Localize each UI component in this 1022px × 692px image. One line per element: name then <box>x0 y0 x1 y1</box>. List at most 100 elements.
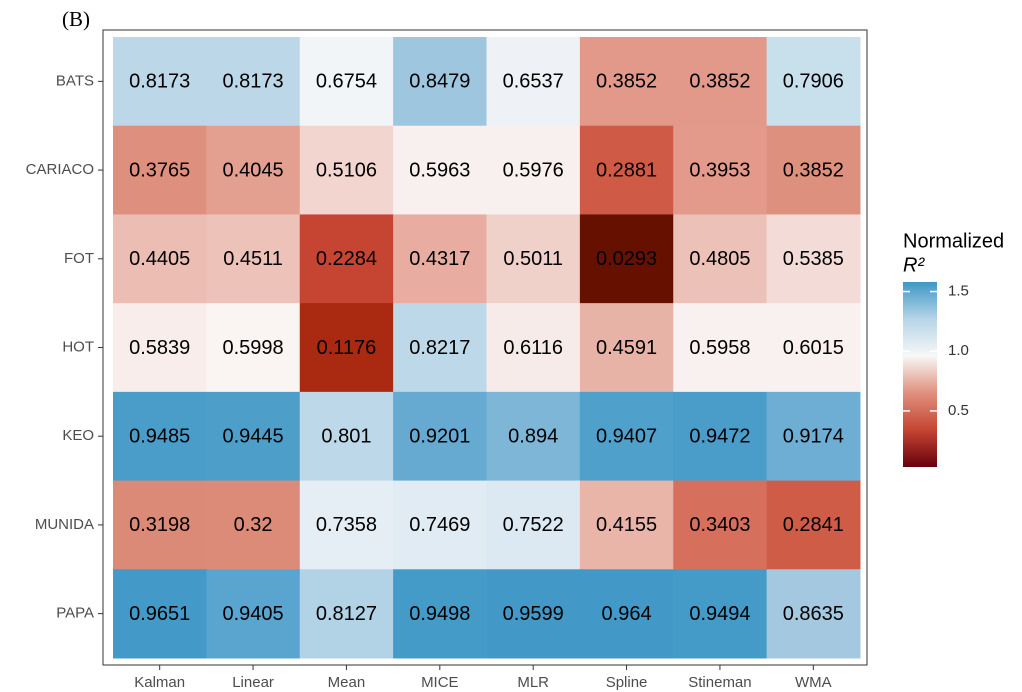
cell-label: 0.2881 <box>596 159 657 181</box>
cell-label: 0.7358 <box>316 514 377 536</box>
heatmap-cell <box>673 125 768 215</box>
cell-label: 0.1176 <box>317 337 377 359</box>
cell-label: 0.6537 <box>503 71 564 93</box>
heatmap-cell <box>206 37 301 127</box>
cell-label: 0.5998 <box>222 337 283 359</box>
heatmap-cell <box>113 569 207 659</box>
cell-label: 0.9445 <box>222 425 283 447</box>
heatmap-cell <box>486 391 581 482</box>
cell-label: 0.3852 <box>689 71 750 93</box>
heatmap-cell <box>113 37 207 127</box>
heatmap-cell <box>393 125 487 215</box>
cell-label: 0.5976 <box>503 159 564 181</box>
heatmap-cell <box>579 303 674 393</box>
cell-label: 0.3953 <box>689 159 750 181</box>
cell-label: 0.6754 <box>316 71 377 93</box>
cell-label: 0.9472 <box>689 425 750 447</box>
heatmap-cell <box>393 569 487 659</box>
y-tick-label: PAPA <box>56 605 94 622</box>
cell-label: 0.9651 <box>129 603 190 625</box>
heatmap-cell <box>766 303 861 393</box>
colorbar <box>903 282 937 467</box>
heatmap-cell <box>579 37 674 127</box>
cell-label: 0.4805 <box>689 248 750 270</box>
heatmap-cell <box>579 214 674 304</box>
heatmap-cell <box>766 37 861 127</box>
y-tick-label: HOT <box>62 338 94 355</box>
heatmap-cell <box>206 214 301 304</box>
x-tick-label: Stineman <box>688 674 751 691</box>
heatmap-cell <box>673 480 768 570</box>
heatmap-cell <box>113 303 207 393</box>
heatmap-cell <box>299 125 394 215</box>
cell-label: 0.9485 <box>129 425 190 447</box>
heatmap-cell <box>486 303 581 393</box>
heatmap-cell <box>113 214 207 304</box>
cell-label: 0.6015 <box>783 337 844 359</box>
heatmap-cell <box>393 214 487 304</box>
heatmap-cell <box>113 391 207 482</box>
cell-label: 0.9405 <box>222 603 283 625</box>
x-tick-label: MLR <box>517 674 549 691</box>
heatmap-cell <box>579 569 674 659</box>
heatmap-cell <box>206 303 301 393</box>
heatmap-cell <box>299 37 394 127</box>
x-tick-label: Mean <box>328 674 366 691</box>
heatmap-cell <box>206 480 301 570</box>
heatmap-cell <box>579 480 674 570</box>
heatmap-cell <box>206 569 301 659</box>
colorbar-tick-label: 0.5 <box>948 402 969 419</box>
cell-label: 0.8217 <box>409 337 470 359</box>
legend-subtitle: R² <box>903 254 925 276</box>
heatmap-cell <box>673 214 768 304</box>
heatmap-cell <box>673 37 768 127</box>
heatmap-cell <box>299 569 394 659</box>
cell-label: 0.5839 <box>129 337 190 359</box>
heatmap-cell <box>113 125 207 215</box>
cell-label: 0.7522 <box>503 514 564 536</box>
heatmap-cell <box>579 391 674 482</box>
heatmap-cell <box>766 480 861 570</box>
y-tick-label: CARIACO <box>26 161 94 178</box>
y-tick-label: KEO <box>62 427 94 444</box>
heatmap-cell <box>766 391 861 482</box>
cell-label: 0.964 <box>602 603 652 625</box>
x-tick-label: WMA <box>795 674 832 691</box>
cell-label: 0.5385 <box>783 248 844 270</box>
cell-label: 0.5963 <box>409 159 470 181</box>
cell-label: 0.801 <box>321 425 371 447</box>
cell-label: 0.4155 <box>596 514 657 536</box>
x-tick-label: MICE <box>421 674 459 691</box>
cell-label: 0.9599 <box>503 603 564 625</box>
cell-label: 0.3765 <box>129 159 190 181</box>
heatmap-cell <box>393 391 487 482</box>
heatmap-cell <box>206 125 301 215</box>
cell-label: 0.9174 <box>783 425 844 447</box>
heatmap-cell <box>486 214 581 304</box>
heatmap-cell <box>299 480 394 570</box>
cell-label: 0.2284 <box>316 248 377 270</box>
heatmap-cell <box>299 303 394 393</box>
cell-label: 0.9498 <box>409 603 470 625</box>
cell-label: 0.4317 <box>409 248 470 270</box>
cell-label: 0.8173 <box>129 71 190 93</box>
cell-label: 0.0293 <box>596 248 657 270</box>
cell-label: 0.4405 <box>129 248 190 270</box>
cell-label: 0.3852 <box>783 159 844 181</box>
colorbar-tick-label: 1.5 <box>948 283 969 300</box>
cell-label: 0.7469 <box>409 514 470 536</box>
cell-label: 0.8127 <box>316 603 377 625</box>
heatmap-cell <box>299 214 394 304</box>
x-tick-label: Spline <box>606 674 648 691</box>
chart-title: (B) <box>62 7 90 31</box>
y-tick-label: BATS <box>56 72 94 89</box>
heatmap-cell <box>299 391 394 482</box>
legend-title: Normalized <box>903 230 1004 252</box>
y-tick-label: MUNIDA <box>35 516 94 533</box>
cell-label: 0.9494 <box>689 603 750 625</box>
cell-label: 0.4511 <box>223 248 283 270</box>
heatmap-cell <box>673 303 768 393</box>
cell-label: 0.3198 <box>129 514 190 536</box>
cell-label: 0.6116 <box>503 337 563 359</box>
